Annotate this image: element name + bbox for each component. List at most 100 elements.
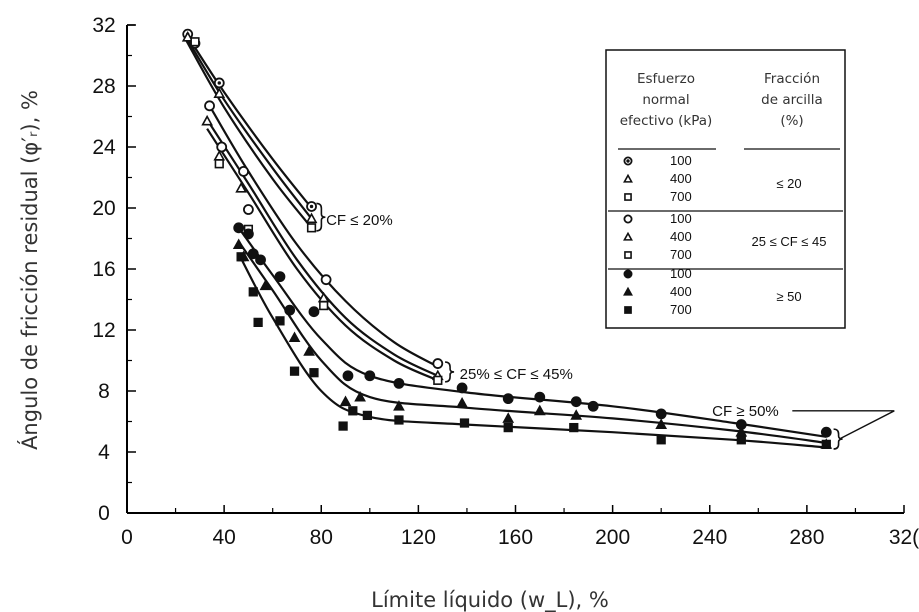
data-point-400 xyxy=(339,395,352,407)
trend-curve-100 xyxy=(237,227,827,438)
legend-marker-700 xyxy=(624,193,632,201)
data-point-400 xyxy=(232,238,245,249)
data-point-100 xyxy=(502,393,514,405)
annotation-cf-25-45: 25% ≤ CF ≤ 45% xyxy=(460,366,573,383)
data-point-400 xyxy=(317,291,330,303)
x-tick-label: 160 xyxy=(498,526,533,549)
data-point-100 xyxy=(570,396,582,408)
legend-series-label: 400 xyxy=(670,171,692,186)
y-tick-label: 0 xyxy=(98,502,110,525)
y-tick-label: 20 xyxy=(92,197,115,220)
data-point-100 xyxy=(364,370,376,382)
y-tick-label: 24 xyxy=(92,136,116,159)
x-tick-label: 0 xyxy=(121,526,133,549)
data-point-700 xyxy=(214,159,224,169)
data-point-400 xyxy=(533,404,546,416)
data-point-700 xyxy=(236,252,246,262)
x-tick-label: 32( xyxy=(889,526,919,549)
data-point-400 xyxy=(354,390,366,402)
legend-range-label: 25 ≤ CF ≤ 45 xyxy=(752,234,827,249)
legend-marker-700 xyxy=(624,306,632,314)
data-point-100 xyxy=(216,141,228,153)
data-point-700 xyxy=(569,422,579,433)
y-tick-label: 8 xyxy=(98,380,110,403)
x-tick-label: 80 xyxy=(310,526,333,549)
legend-header-right: (%) xyxy=(780,113,803,129)
x-axis-label: Límite líquido (w_L), % xyxy=(371,588,609,612)
legend-header-left: efectivo (kPa) xyxy=(620,113,713,129)
data-point-700 xyxy=(394,415,404,425)
x-tick-label: 280 xyxy=(789,526,824,549)
y-tick-label: 28 xyxy=(92,75,115,98)
y-tick-label: 32 xyxy=(92,14,115,37)
x-tick-label: 40 xyxy=(212,526,235,549)
data-point-400 xyxy=(393,400,405,411)
data-point-100 xyxy=(238,165,249,177)
y-tick-label: 16 xyxy=(92,258,115,281)
legend-series-label: 100 xyxy=(670,211,692,226)
legend-header-left: Esfuerzo xyxy=(637,71,695,87)
brace-cf-25-45 xyxy=(445,361,455,383)
data-point-400 xyxy=(213,87,226,99)
trend-curve-700 xyxy=(184,38,313,229)
data-point-100 xyxy=(213,77,225,89)
x-tick-label: 200 xyxy=(595,526,630,549)
data-point-700 xyxy=(736,435,746,445)
data-point-100 xyxy=(320,274,332,286)
data-point-400 xyxy=(288,331,301,343)
data-point-100 xyxy=(655,408,667,420)
annotation-cf-50: CF ≥ 50% xyxy=(712,403,779,420)
data-point-400 xyxy=(201,114,213,126)
x-tick-label: 120 xyxy=(401,526,436,549)
data-point-400 xyxy=(570,409,583,420)
brace-cf-50 xyxy=(833,428,843,450)
data-point-100 xyxy=(247,248,259,260)
legend-marker-400 xyxy=(623,231,633,241)
trend-curve-700 xyxy=(206,128,439,382)
data-point-700 xyxy=(656,435,666,445)
trend-curve-400 xyxy=(184,35,313,220)
y-axis-label: Ángulo de fricción residual (φ′ᵣ), % xyxy=(18,90,42,450)
legend-series-label: 400 xyxy=(670,229,692,244)
data-point-700 xyxy=(248,287,258,297)
legend-marker-400 xyxy=(623,286,633,296)
data-point-700 xyxy=(503,422,513,433)
data-point-400 xyxy=(456,397,468,408)
legend-marker-700 xyxy=(624,251,632,259)
data-point-100 xyxy=(284,304,296,316)
legend-marker-100 xyxy=(623,156,633,166)
legend-header-right: de arcilla xyxy=(761,92,823,108)
legend-series-label: 700 xyxy=(670,302,692,317)
data-point-700 xyxy=(275,316,285,326)
data-point-700 xyxy=(338,421,348,431)
legend-series-label: 100 xyxy=(670,153,692,168)
annotation-leader-cf-50 xyxy=(792,410,895,439)
data-point-100 xyxy=(204,100,215,112)
legend-header-left: normal xyxy=(642,92,689,108)
data-point-700 xyxy=(190,37,200,47)
data-point-100 xyxy=(243,228,254,240)
legend-header-right: Fracción xyxy=(764,71,820,87)
data-point-100 xyxy=(393,377,405,389)
data-point-100 xyxy=(243,204,254,215)
data-point-100 xyxy=(233,222,245,234)
data-point-400 xyxy=(502,412,515,423)
data-point-400 xyxy=(181,31,194,42)
data-point-700 xyxy=(362,410,373,421)
data-point-100 xyxy=(255,254,266,266)
annotation-cf-20: CF ≤ 20% xyxy=(326,212,393,229)
legend-marker-400 xyxy=(623,173,633,183)
data-point-400 xyxy=(655,418,668,429)
y-tick-label: 12 xyxy=(92,319,115,342)
data-point-700 xyxy=(459,418,470,428)
legend-range-label: ≤ 20 xyxy=(776,176,801,191)
data-point-400 xyxy=(303,345,315,356)
data-point-100 xyxy=(308,306,320,318)
brace-cf-20 xyxy=(316,202,326,232)
data-point-400 xyxy=(235,182,247,193)
x-tick-label: 240 xyxy=(692,526,727,549)
legend-series-label: 400 xyxy=(670,284,692,299)
trend-curve-700 xyxy=(237,253,827,449)
data-point-400 xyxy=(259,279,272,291)
